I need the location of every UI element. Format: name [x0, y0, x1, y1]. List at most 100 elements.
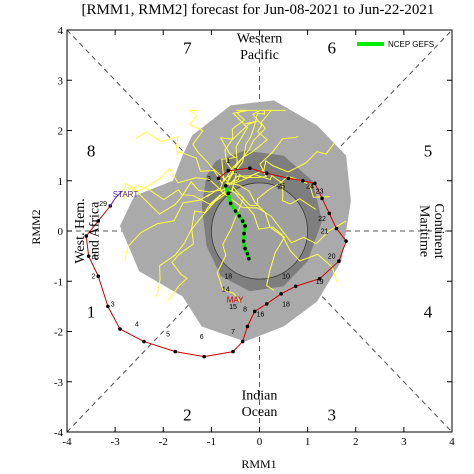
x-tick-label: 2 [353, 436, 359, 448]
ensemble-member-track [124, 167, 223, 200]
forecast-point [241, 239, 246, 243]
y-axis-label: RMM2 [29, 209, 43, 244]
observed-point [226, 168, 231, 173]
observed-point [293, 284, 298, 289]
observed-point [317, 276, 322, 281]
observed-point [320, 196, 324, 201]
chart-title: [RMM1, RMM2] forecast for Jun-08-2021 to… [82, 2, 435, 18]
observed-point [106, 304, 110, 309]
y-tick-label: 4 [58, 25, 64, 37]
day-label: 25 [277, 183, 285, 190]
day-label: 20 [328, 254, 336, 261]
phase-label: 7 [183, 39, 192, 58]
observed-point [344, 239, 348, 243]
observed-point [313, 181, 317, 186]
ensemble-member-track [188, 109, 229, 183]
day-label: 19 [316, 279, 324, 286]
phase-label: 1 [87, 302, 96, 321]
start-annotation: START [113, 190, 139, 199]
forecast-point [243, 246, 247, 251]
day-label: 3 [111, 301, 115, 308]
ensemble-member-track [232, 175, 330, 207]
observed-point [279, 292, 283, 296]
x-tick-label: -2 [159, 436, 168, 448]
observed-point [84, 234, 89, 238]
day-label: 1 [93, 254, 97, 261]
day-label: 8 [243, 306, 247, 313]
observed-track [85, 167, 347, 358]
region-label-right: Maritime [417, 205, 432, 257]
y-tick-label: 2 [58, 126, 64, 138]
legend: NCEP GEFS [357, 40, 434, 49]
ensemble-member-track [219, 120, 258, 182]
x-tick-label: 3 [401, 436, 407, 448]
x-tick-label: -4 [62, 436, 72, 448]
region-label-bottom: Ocean [242, 405, 278, 420]
observed-point [264, 302, 269, 306]
day-label: 2 [233, 168, 237, 175]
observed-point [231, 349, 235, 354]
x-tick-label: 1 [305, 436, 311, 448]
observed-point [252, 309, 257, 314]
observed-point [173, 349, 178, 354]
forecast-point [228, 201, 233, 206]
y-tick-label: -2 [54, 327, 63, 339]
phase-label: 5 [424, 142, 433, 161]
ensemble-member-track [124, 188, 220, 261]
day-label: 18 [282, 301, 290, 308]
forecast-point [243, 224, 247, 228]
observed-point [334, 226, 339, 231]
start-segment [109, 190, 123, 207]
day-label: 3 [207, 176, 211, 183]
observed-point [202, 354, 206, 359]
x-tick-label: 0 [257, 436, 263, 448]
forecast-point [237, 214, 242, 218]
day-label: 24 [306, 183, 314, 190]
day-label: 5 [166, 332, 170, 339]
ensemble-member-track [230, 173, 317, 210]
observed-point [96, 219, 101, 223]
ensemble-member-track [167, 191, 229, 301]
forecast-point [224, 183, 228, 188]
y-tick-label: -1 [54, 276, 63, 288]
day-label: 16 [257, 311, 265, 318]
forecast-point [226, 191, 231, 196]
diagonal-line [66, 29, 453, 433]
month-annotation: MAY [227, 295, 244, 304]
phase-label: 8 [87, 142, 96, 161]
y-tick-label: -3 [54, 377, 64, 389]
y-tick-label: -4 [54, 427, 64, 439]
x-axis-label: RMM1 [241, 457, 276, 471]
observed-point [264, 171, 269, 176]
ensemble-member-track [225, 182, 286, 291]
region-label-left: and Africa [87, 201, 102, 260]
observed-point [240, 339, 245, 344]
phase-label: 2 [183, 405, 192, 424]
diagonal-line [66, 29, 453, 433]
ensemble-member-track [154, 190, 226, 297]
ensemble-member-track [231, 189, 338, 283]
day-label: 1 [226, 158, 230, 165]
observed-point [96, 274, 101, 279]
observed-point [286, 176, 291, 181]
y-tick-label: 3 [58, 75, 64, 87]
ensemble-member-track [228, 142, 335, 186]
phase-label: 3 [327, 405, 336, 424]
day-label: 29 [99, 201, 107, 208]
ensemble-member-track [225, 109, 258, 190]
region-label-top: Western [237, 32, 283, 47]
day-label: 6 [200, 334, 204, 341]
ensemble-member-track [220, 190, 347, 245]
observed-point [118, 327, 122, 331]
x-tick-label: -1 [207, 436, 216, 448]
region-label-bottom: Indian [242, 388, 278, 403]
ensemble-member-track [126, 181, 227, 215]
y-tick-label: 1 [58, 176, 64, 188]
observed-point [337, 259, 341, 263]
y-tick-label: 0 [58, 226, 64, 238]
phase-label: 6 [327, 39, 336, 58]
observed-point [142, 339, 146, 344]
forecast-point [247, 256, 251, 261]
observed-point [248, 166, 252, 170]
